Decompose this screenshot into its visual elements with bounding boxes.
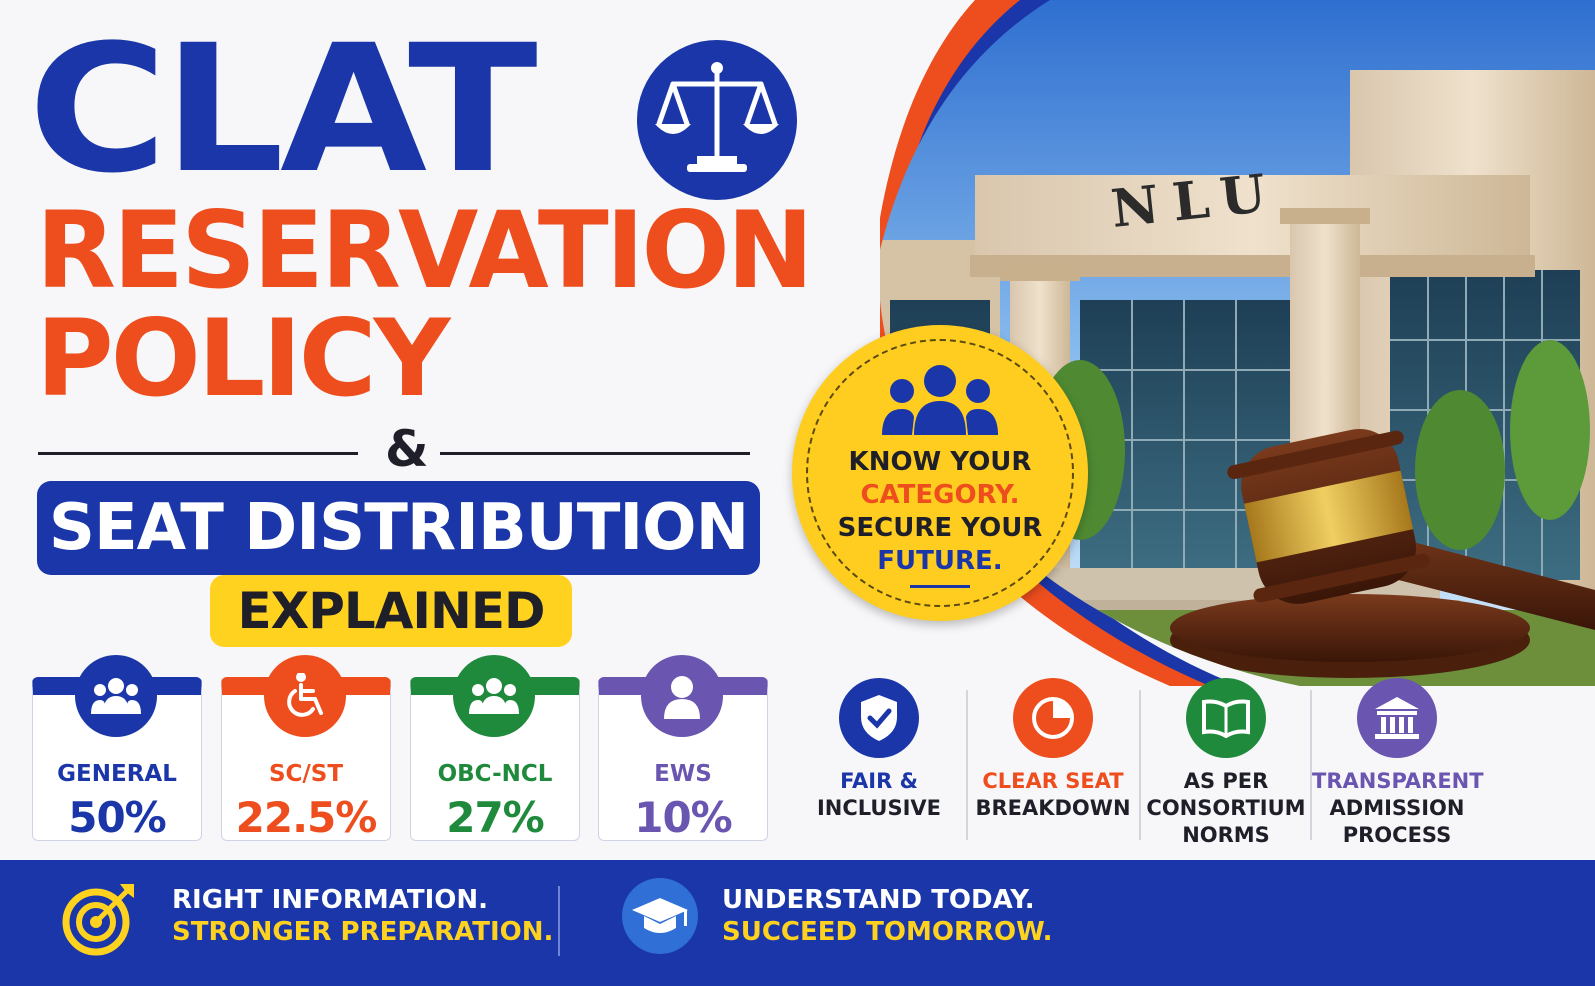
category-label: SC/ST <box>268 761 344 787</box>
graduation-cap-icon <box>622 878 698 954</box>
category-card-obcncl: OBC-NCL 27% <box>410 655 580 842</box>
headline-reservation: RESERVATION <box>36 189 814 312</box>
badge-line-2: CATEGORY. <box>860 480 1020 510</box>
headline-clat: CLAT <box>28 7 538 212</box>
badge-line-1: KNOW YOUR <box>848 447 1032 477</box>
badge-underline <box>910 585 970 588</box>
ampersand: & <box>385 420 429 478</box>
divider-left <box>38 452 358 455</box>
category-card-general: GENERAL 50% <box>32 655 202 842</box>
divider-right <box>440 452 750 455</box>
explained-tag: EXPLAINED <box>210 575 572 647</box>
badge-line-3: SECURE YOUR <box>837 513 1043 543</box>
footer-separator <box>558 886 560 956</box>
headline-policy: POLICY <box>36 297 450 420</box>
feature-text: AS PER CONSORTIUM NORMS <box>1146 769 1306 847</box>
target-icon <box>62 884 134 956</box>
feature-clear-seat-breakdown: CLEAR SEAT BREAKDOWN <box>968 678 1138 822</box>
footer-left-text: RIGHT INFORMATION. STRONGER PREPARATION. <box>172 885 554 947</box>
category-percent: 50% <box>68 793 167 842</box>
book-icon <box>1186 678 1266 758</box>
feature-text: CLEAR SEAT BREAKDOWN <box>975 769 1131 820</box>
footer-banner: RIGHT INFORMATION. STRONGER PREPARATION.… <box>0 860 1595 986</box>
feature-transparent-process: TRANSPARENT ADMISSION PROCESS <box>1312 678 1484 849</box>
category-percent: 27% <box>446 793 545 842</box>
person-icon <box>641 655 723 737</box>
feature-fair-inclusive: FAIR & INCLUSIVE <box>794 678 964 822</box>
pie-chart-icon <box>1013 678 1093 758</box>
category-label: OBC-NCL <box>437 761 553 787</box>
category-label: GENERAL <box>57 761 177 787</box>
category-percent: 10% <box>634 793 733 842</box>
shield-check-icon <box>839 678 919 758</box>
feature-separator <box>1139 690 1141 840</box>
feature-separator <box>1310 690 1312 840</box>
institution-icon <box>1357 678 1437 758</box>
category-percent: 22.5% <box>235 793 378 842</box>
feature-text: FAIR & INCLUSIVE <box>816 769 942 820</box>
category-card-scst: SC/ST 22.5% <box>221 655 391 842</box>
badge-line-4: FUTURE. <box>877 546 1003 576</box>
group-icon <box>453 655 535 737</box>
group-icon <box>75 655 157 737</box>
category-label: EWS <box>654 761 712 787</box>
feature-separator <box>966 690 968 840</box>
seat-distribution-banner: SEAT DISTRIBUTION <box>37 481 760 575</box>
footer-right-text: UNDERSTAND TODAY. SUCCEED TOMORROW. <box>722 885 1053 947</box>
know-your-category-badge: KNOW YOUR CATEGORY. SECURE YOUR FUTURE. <box>792 325 1088 621</box>
group-icon <box>882 365 998 435</box>
category-card-ews: EWS 10% <box>598 655 768 842</box>
feature-consortium-norms: AS PER CONSORTIUM NORMS <box>1141 678 1311 849</box>
badge-dashed-ring <box>806 339 1074 607</box>
wheelchair-icon <box>264 655 346 737</box>
feature-text: TRANSPARENT ADMISSION PROCESS <box>1312 769 1484 847</box>
scales-of-justice-icon <box>637 40 797 200</box>
